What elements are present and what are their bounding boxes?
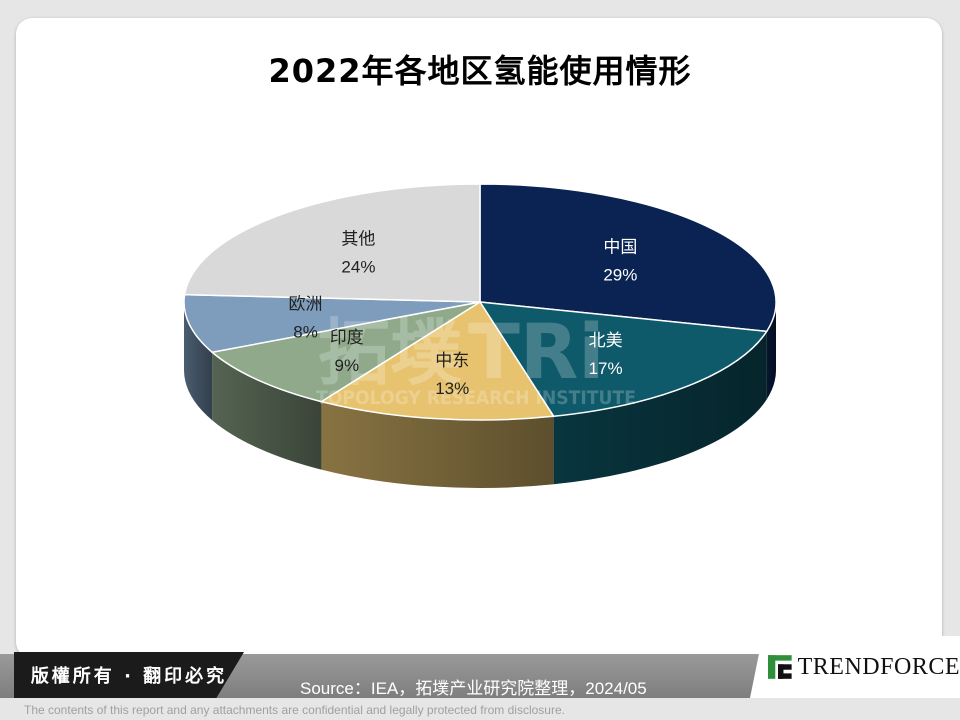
- pie-slice-north-america: [478, 301, 768, 418]
- pie-slice-middle-east: [319, 300, 555, 421]
- pie-value-china: 29%: [603, 266, 637, 285]
- watermark-tagline: TOPOLOGY RESEARCH INSTITUTE: [316, 387, 636, 409]
- watermark: 拓墣 TRi TOPOLOGY RESEARCH INSTITUTE: [316, 307, 636, 409]
- pie-side-shade-north-america: [553, 331, 767, 485]
- watermark-brand-en: TRi: [468, 307, 604, 396]
- watermark-brand-cn: 拓墣: [318, 311, 462, 395]
- pie-value-north-america: 17%: [589, 359, 623, 378]
- pie-label-china: 中国: [603, 238, 637, 258]
- pie-slice-india: [210, 301, 481, 403]
- source-note: Source：IEA，拓墣产业研究院整理，2024/05: [300, 679, 647, 698]
- pie-tops: [183, 183, 777, 421]
- pie-label-other: 其他: [341, 229, 375, 249]
- pie-label-north-america: 北美: [589, 331, 623, 351]
- pie-value-other: 24%: [341, 257, 375, 276]
- pie-slice-china: [479, 183, 777, 333]
- pie-side-shade-india: [212, 352, 322, 470]
- pie-side-shade-middle-east: [321, 401, 554, 489]
- pie-label-india: 印度: [330, 328, 364, 348]
- trendforce-logo-icon: [768, 655, 792, 679]
- trendforce-logo: TRENDFORCE: [750, 636, 960, 698]
- pie-slice-europe: [183, 293, 481, 354]
- copyright-badge: 版權所有 · 翻印必究: [14, 652, 244, 698]
- pie-labels: 中国 29% 北美 17% 中东 13% 印度 9% 欧洲 8% 其他 24%: [289, 229, 638, 398]
- pie-side-shade-china: [766, 302, 776, 400]
- pie-value-europe: 8%: [293, 322, 318, 341]
- pie-value-middle-east: 13%: [435, 379, 469, 398]
- pie-slice-other: [183, 183, 481, 303]
- disclaimer: The contents of this report and any atta…: [24, 703, 565, 717]
- pie-label-europe: 欧洲: [289, 294, 323, 314]
- chart-title: 2022年各地区氢能使用情形: [268, 52, 692, 90]
- trendforce-logo-text: TRENDFORCE: [797, 653, 960, 680]
- pie-side-shade-europe: [184, 302, 213, 421]
- pie-sides: [184, 302, 776, 489]
- pie-value-india: 9%: [334, 356, 359, 375]
- pie-label-middle-east: 中东: [435, 351, 469, 371]
